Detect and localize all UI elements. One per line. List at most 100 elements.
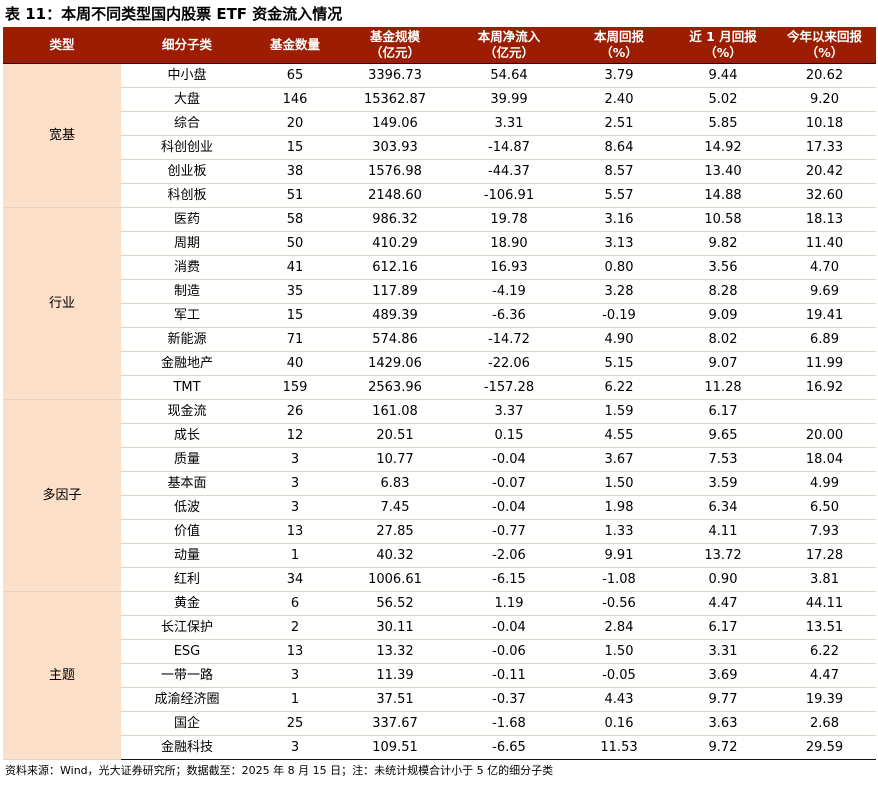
value-cell: 4.90: [565, 327, 673, 352]
value-cell: 56.52: [337, 591, 453, 616]
value-cell: 5.57: [565, 183, 673, 208]
value-cell: 18.90: [453, 231, 565, 256]
value-cell: -0.07: [453, 471, 565, 496]
value-cell: 1.50: [565, 639, 673, 664]
column-header: 细分子类: [121, 27, 253, 64]
value-cell: 71: [253, 327, 337, 352]
value-cell: [773, 399, 876, 424]
value-cell: 4.70: [773, 255, 876, 280]
value-cell: 0.80: [565, 255, 673, 280]
value-cell: 4.47: [673, 591, 773, 616]
table-row: 金融地产 40 1429.06 -22.06 5.15 9.07 11.99: [3, 351, 876, 376]
page-title: 表 11：本周不同类型国内股票 ETF 资金流入情况: [5, 5, 343, 23]
value-cell: 3.56: [673, 255, 773, 280]
column-header: 本周净流入 （亿元）: [453, 27, 565, 64]
table-head: 类型 细分子类 基金数量 基金规模 （亿元） 本周净流入 （亿元） 本周回报 （%）近 1 月回…: [3, 27, 876, 64]
table-row: 动量 1 40.32 -2.06 9.91 13.72 17.28: [3, 543, 876, 568]
table-row: 行业 医药 58 986.32 19.78 3.16 10.58 18.13: [3, 207, 876, 400]
value-cell: 20.62: [773, 63, 876, 88]
value-cell: 6.89: [773, 327, 876, 352]
value-cell: -6.36: [453, 303, 565, 328]
value-cell: 5.15: [565, 351, 673, 376]
value-cell: 117.89: [337, 279, 453, 304]
subcategory-cell: 中小盘: [121, 63, 253, 88]
value-cell: -0.04: [453, 615, 565, 640]
value-cell: 34: [253, 567, 337, 592]
subcategory-cell: 成渝经济圈: [121, 687, 253, 712]
subcategory-cell: 医药: [121, 207, 253, 232]
value-cell: -106.91: [453, 183, 565, 208]
subcategory-cell: 国企: [121, 711, 253, 736]
table-row: 宽基 中小盘 65 3396.73 54.64 3.79 9.44 20.62: [3, 63, 876, 208]
table-row: 成渝经济圈 1 37.51 -0.37 4.43 9.77 19.39: [3, 687, 876, 712]
value-cell: 39.99: [453, 87, 565, 112]
subcategory-cell: 成长: [121, 423, 253, 448]
table-row: 制造 35 117.89 -4.19 3.28 8.28 9.69: [3, 279, 876, 304]
value-cell: 1.50: [565, 471, 673, 496]
table-row: 创业板 38 1576.98 -44.37 8.57 13.40 20.42: [3, 159, 876, 184]
value-cell: 9.72: [673, 735, 773, 760]
column-header: 类型: [3, 27, 121, 64]
value-cell: 1.98: [565, 495, 673, 520]
subcategory-cell: 制造: [121, 279, 253, 304]
value-cell: -1.08: [565, 567, 673, 592]
value-cell: 149.06: [337, 111, 453, 136]
subcategory-cell: 科创创业: [121, 135, 253, 160]
value-cell: 6.17: [673, 615, 773, 640]
value-cell: 20.00: [773, 423, 876, 448]
value-cell: -14.72: [453, 327, 565, 352]
value-cell: 54.64: [453, 63, 565, 88]
table-body: 宽基 中小盘 65 3396.73 54.64 3.79 9.44 20.62 大盘 146 153…: [3, 63, 876, 760]
subcategory-cell: 消费: [121, 255, 253, 280]
table-row: 红利 34 1006.61 -6.15 -1.08 0.90 3.81: [3, 567, 876, 592]
value-cell: 25: [253, 711, 337, 736]
value-cell: 159: [253, 375, 337, 400]
table-row: 质量 3 10.77 -0.04 3.67 7.53 18.04: [3, 447, 876, 472]
subcategory-cell: 科创板: [121, 183, 253, 208]
value-cell: 3: [253, 663, 337, 688]
value-cell: 9.44: [673, 63, 773, 88]
value-cell: 4.11: [673, 519, 773, 544]
subcategory-cell: 创业板: [121, 159, 253, 184]
value-cell: -0.77: [453, 519, 565, 544]
column-header: 基金规模 （亿元）: [337, 27, 453, 64]
value-cell: 51: [253, 183, 337, 208]
subcategory-cell: 长江保护: [121, 615, 253, 640]
value-cell: 1429.06: [337, 351, 453, 376]
value-cell: 146: [253, 87, 337, 112]
value-cell: 13.51: [773, 615, 876, 640]
value-cell: 3: [253, 735, 337, 760]
source-note: 资料来源：Wind，光大证券研究所；数据截至：2025 年 8 月 15 日；注…: [5, 764, 554, 777]
etf-flow-table: 类型 细分子类 基金数量 基金规模 （亿元） 本周净流入 （亿元） 本周回报 （%）近 1 月回…: [3, 27, 876, 760]
value-cell: 14.88: [673, 183, 773, 208]
value-cell: 5.02: [673, 87, 773, 112]
value-cell: 2.51: [565, 111, 673, 136]
value-cell: 17.28: [773, 543, 876, 568]
subcategory-cell: ESG: [121, 639, 253, 664]
value-cell: 32.60: [773, 183, 876, 208]
value-cell: 10.58: [673, 207, 773, 232]
value-cell: 0.15: [453, 423, 565, 448]
value-cell: 1.19: [453, 591, 565, 616]
value-cell: -0.05: [565, 663, 673, 688]
value-cell: 20.42: [773, 159, 876, 184]
value-cell: 109.51: [337, 735, 453, 760]
value-cell: 9.82: [673, 231, 773, 256]
value-cell: 3396.73: [337, 63, 453, 88]
value-cell: 11.40: [773, 231, 876, 256]
value-cell: -6.15: [453, 567, 565, 592]
value-cell: -2.06: [453, 543, 565, 568]
table-row: 金融科技 3 109.51 -6.65 11.53 9.72 29.59: [3, 735, 876, 760]
value-cell: 2.84: [565, 615, 673, 640]
value-cell: 9.07: [673, 351, 773, 376]
subcategory-cell: 大盘: [121, 87, 253, 112]
value-cell: 8.64: [565, 135, 673, 160]
table-row: 一带一路 3 11.39 -0.11 -0.05 3.69 4.47: [3, 663, 876, 688]
value-cell: 13: [253, 519, 337, 544]
group-type-cell: 行业: [3, 207, 121, 400]
value-cell: 2148.60: [337, 183, 453, 208]
value-cell: 9.91: [565, 543, 673, 568]
value-cell: 3.59: [673, 471, 773, 496]
value-cell: 3.16: [565, 207, 673, 232]
subcategory-cell: 红利: [121, 567, 253, 592]
